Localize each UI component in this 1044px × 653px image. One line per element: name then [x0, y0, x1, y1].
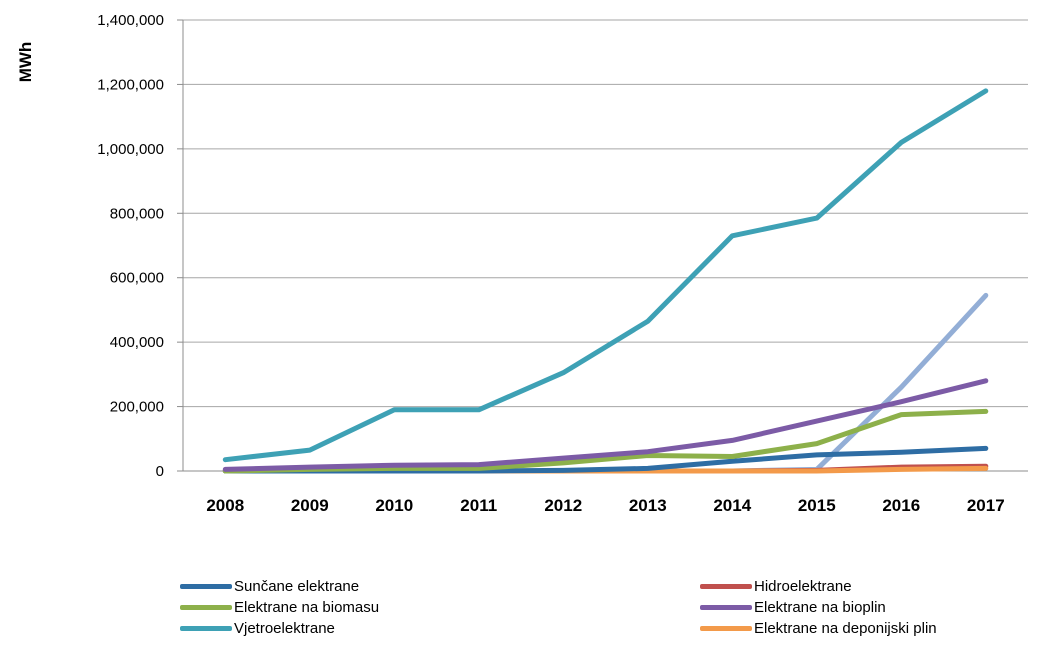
line-chart: MWh 0 200,000 400,000 600,000 800,000 1,000,0…: [16, 12, 1028, 515]
x-tick-label: 2009: [291, 496, 329, 515]
legend-label: Vjetroelektrane: [234, 620, 335, 637]
x-tick-label: 2012: [544, 496, 582, 515]
y-tick-label: 1,200,000: [97, 76, 164, 93]
gridlines: [177, 19, 1028, 472]
legend-item: Sunčane elektrane: [180, 578, 359, 595]
x-tick-label: 2017: [967, 496, 1005, 515]
y-tick-label: 600,000: [110, 270, 164, 287]
series-line: [222, 292, 989, 474]
legend-swatch: [180, 605, 232, 610]
series-line: [222, 88, 989, 463]
x-tick-labels: 2008 2009 2010 2011 2012 2013 2014 2015 2016 2017: [206, 496, 1004, 515]
y-tick-label: 1,000,000: [97, 141, 164, 158]
legend-label: Elektrane na biomasu: [234, 599, 380, 616]
legend-label: Elektrane na bioplin: [754, 599, 886, 616]
y-tick-labels: 0 200,000 400,000 600,000 800,000 1,000,000 1,…: [97, 12, 164, 480]
legend-swatch: [180, 626, 232, 631]
legend-item: Hidroelektrane: [700, 578, 852, 595]
series-line: [222, 378, 989, 472]
x-tick-label: 2014: [713, 496, 751, 515]
y-tick-label: 200,000: [110, 399, 164, 416]
x-tick-label: 2010: [375, 496, 413, 515]
legend-swatch: [700, 626, 752, 631]
x-tick-label: 2016: [882, 496, 920, 515]
x-tick-label: 2015: [798, 496, 836, 515]
legend-label: Elektrane na deponijski plin: [754, 620, 937, 637]
legend-item: Elektrane na deponijski plin: [700, 620, 937, 637]
legend-label: Hidroelektrane: [754, 578, 852, 595]
y-tick-label: 0: [156, 463, 164, 480]
legend-swatch: [700, 605, 752, 610]
legend-item: Vjetroelektrane: [180, 620, 335, 637]
series-lines: [222, 88, 989, 474]
x-tick-label: 2008: [206, 496, 244, 515]
x-tick-label: 2013: [629, 496, 667, 515]
legend-item: Elektrane na bioplin: [700, 599, 886, 616]
x-tick-label: 2011: [460, 496, 497, 515]
legend-label: Sunčane elektrane: [234, 578, 360, 595]
series-line: [222, 408, 989, 474]
legend-item: Elektrane na biomasu: [180, 599, 379, 616]
y-tick-label: 800,000: [110, 205, 164, 222]
y-tick-label: 1,400,000: [97, 12, 164, 29]
y-axis-label: MWh: [16, 42, 35, 83]
legend-swatch: [180, 584, 232, 589]
y-tick-label: 400,000: [110, 334, 164, 351]
legend-swatch: [700, 584, 752, 589]
